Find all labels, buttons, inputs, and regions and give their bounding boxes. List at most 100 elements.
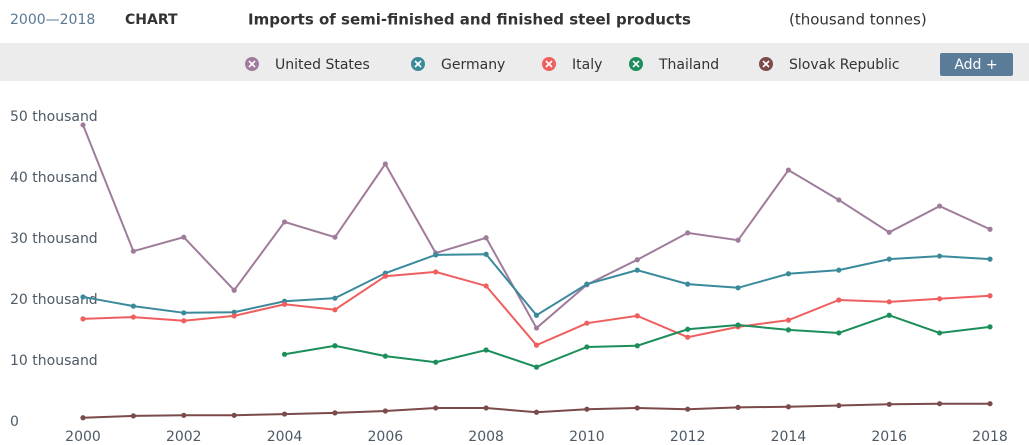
data-point xyxy=(987,256,993,262)
data-point xyxy=(987,226,993,232)
data-point xyxy=(281,301,288,307)
data-point xyxy=(533,312,540,318)
data-point xyxy=(382,408,388,414)
data-point xyxy=(231,412,237,418)
add-button[interactable] xyxy=(940,53,1013,76)
data-point xyxy=(231,309,237,315)
data-point xyxy=(483,235,489,241)
legend-label: Slovak Republic xyxy=(789,57,900,73)
data-point xyxy=(483,347,489,353)
data-point xyxy=(937,296,943,302)
legend-icon-x xyxy=(545,60,553,68)
data-point xyxy=(181,412,187,418)
series-line xyxy=(284,314,991,369)
data-point xyxy=(433,359,439,365)
y-tick-label: 50 thousand xyxy=(10,109,98,125)
period-suffix: CHART xyxy=(125,12,178,28)
data-point xyxy=(332,234,338,240)
x-tick-label: 2018 xyxy=(972,429,1008,445)
data-point xyxy=(382,273,388,279)
legend-label: Italy xyxy=(572,57,602,73)
data-point xyxy=(181,318,187,324)
add-button-label[interactable]: Add + xyxy=(954,57,997,73)
data-point xyxy=(987,293,993,299)
legend-icon-x xyxy=(248,60,256,68)
x-tick-label: 2014 xyxy=(771,429,807,445)
chart-title: Imports of semi-finished and finished st… xyxy=(248,11,691,29)
data-point xyxy=(735,322,741,328)
data-point xyxy=(685,406,691,412)
data-point xyxy=(785,271,792,277)
data-point xyxy=(987,401,993,407)
data-point xyxy=(130,314,136,320)
data-point xyxy=(886,312,892,318)
legend: United States Germany Italy Thailand Slovak … xyxy=(245,57,900,73)
data-point xyxy=(584,320,590,326)
data-point xyxy=(181,310,187,316)
data-point xyxy=(937,203,943,209)
data-point xyxy=(433,252,439,258)
data-point xyxy=(533,409,540,415)
data-point xyxy=(937,253,943,259)
data-point xyxy=(937,330,943,336)
data-point xyxy=(836,197,842,203)
data-point xyxy=(937,401,943,407)
data-point xyxy=(382,353,388,359)
y-tick-label: 10 thousand xyxy=(10,353,98,369)
data-point xyxy=(332,410,338,416)
data-point xyxy=(584,406,590,412)
data-point xyxy=(836,267,842,273)
data-point xyxy=(836,330,842,336)
data-point xyxy=(433,405,439,411)
data-point xyxy=(533,325,540,331)
data-point xyxy=(735,404,741,410)
data-point xyxy=(685,326,691,332)
data-point xyxy=(685,281,691,287)
data-point xyxy=(886,401,892,407)
data-point xyxy=(634,257,640,263)
x-tick-label: 2010 xyxy=(569,429,605,445)
data-point xyxy=(80,122,86,128)
data-point xyxy=(735,237,741,243)
data-point xyxy=(281,411,288,417)
x-tick-label: 2002 xyxy=(166,429,202,445)
data-point xyxy=(685,230,691,236)
data-point xyxy=(80,294,86,300)
data-point xyxy=(332,295,338,301)
x-tick-label: 2006 xyxy=(368,429,404,445)
data-point xyxy=(80,415,86,421)
legend-icon-x xyxy=(632,60,640,68)
data-point xyxy=(231,287,237,293)
data-point xyxy=(80,316,86,322)
legend-label: Germany xyxy=(441,57,505,73)
data-point xyxy=(281,219,288,225)
data-point xyxy=(886,256,892,262)
y-tick-label: 20 thousand xyxy=(10,292,98,308)
data-point xyxy=(533,342,540,348)
x-tick-label: 2012 xyxy=(670,429,706,445)
data-point xyxy=(433,269,439,275)
series-line xyxy=(82,253,991,317)
data-point xyxy=(130,248,136,254)
y-tick-label: 30 thousand xyxy=(10,231,98,247)
data-point xyxy=(584,344,590,350)
data-point xyxy=(634,313,640,319)
data-point xyxy=(281,351,288,357)
data-point xyxy=(181,234,187,240)
legend-bar xyxy=(0,43,1029,81)
legend-label: United States xyxy=(275,57,370,73)
data-point xyxy=(130,303,136,309)
data-point xyxy=(483,283,489,289)
data-point xyxy=(886,299,892,305)
data-point xyxy=(130,413,136,419)
chart-unit: (thousand tonnes) xyxy=(789,11,927,29)
data-point xyxy=(634,405,640,411)
data-point xyxy=(332,307,338,313)
legend-label: Thailand xyxy=(658,57,719,73)
data-point xyxy=(836,402,842,409)
x-tick-label: 2008 xyxy=(468,429,504,445)
data-point xyxy=(483,251,489,257)
legend-icon-x xyxy=(414,60,422,68)
x-tick-label: 2000 xyxy=(65,429,101,445)
data-point xyxy=(886,229,892,235)
